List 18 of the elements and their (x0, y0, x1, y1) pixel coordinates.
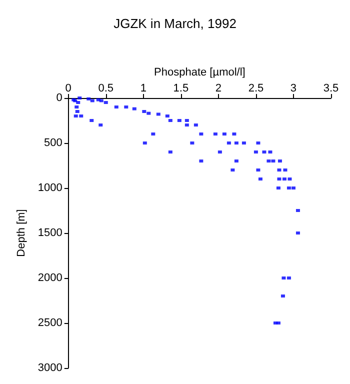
x-tick-label: 0.5 (98, 82, 114, 94)
x-tick-label: 3 (290, 82, 297, 94)
x-tick-label: 3.5 (323, 82, 339, 94)
y-tick-label: 1500 (38, 227, 62, 239)
chart-title: JGZK in March, 1992 (114, 16, 236, 31)
y-tick-label: 2000 (38, 272, 62, 284)
x-tick-label: 1.5 (173, 82, 189, 94)
x-tick-label: 0 (65, 82, 72, 94)
y-tick-label: 3000 (38, 362, 62, 374)
x-tick-label: 2.5 (248, 82, 264, 94)
y-axis-title: Depth [m] (16, 209, 28, 257)
y-tick-label: 500 (44, 137, 62, 149)
y-tick-label: 0 (56, 92, 62, 104)
x-axis-title: Phosphate [µmol/l] (154, 66, 246, 79)
x-tick-label: 1 (140, 82, 146, 94)
y-tick-label: 1000 (38, 182, 62, 194)
x-tick-label: 2 (215, 82, 222, 94)
y-tick-label: 2500 (38, 317, 62, 329)
